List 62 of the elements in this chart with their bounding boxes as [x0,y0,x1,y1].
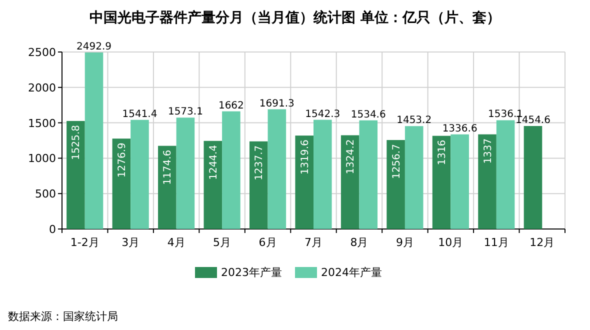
data-label: 2492.9 [76,42,112,53]
bar [450,134,469,229]
bar [204,140,222,229]
data-label: 1324.2 [346,139,357,174]
data-label: 1237.7 [254,145,266,180]
bar [249,141,268,229]
data-label: 1525.8 [71,124,82,160]
bar [340,135,360,229]
x-tick-label: 11月 [484,236,509,249]
data-label: 1542.3 [305,108,340,120]
data-label: 1336.6 [442,123,478,134]
data-label: 1337 [482,138,494,164]
bar [268,109,286,229]
source-note: 数据来源：国家统计局 [8,310,118,323]
bar [222,111,240,229]
y-tick-label: 2000 [28,81,56,94]
bar [158,146,176,229]
data-label: 1534.6 [350,109,386,120]
bar [112,138,131,229]
bar [496,120,515,229]
bar [176,118,195,229]
data-label: 1453.2 [396,115,432,126]
y-tick-label: 0 [49,223,56,236]
x-tick-label: 4月 [167,236,186,249]
data-label: 1454.6 [515,115,550,126]
bar [295,136,314,229]
bar [314,120,332,229]
bar [404,126,424,229]
data-label: 1316 [437,140,448,166]
bar [386,140,405,229]
bar [130,120,149,229]
bar [524,126,542,229]
data-label: 1541.4 [122,108,158,120]
data-label: 1573.1 [168,106,203,118]
data-label: 1256.7 [391,144,402,180]
x-tick-label: 1-2月 [70,236,100,249]
x-tick-label: 10月 [438,236,464,249]
x-tick-label: 3月 [122,236,140,249]
x-tick-label: 6月 [258,236,277,249]
data-label: 1276.9 [116,142,128,178]
x-tick-label: 7月 [304,236,322,249]
legend-label: 2023年产量 [221,266,282,279]
y-tick-label: 1000 [28,152,56,166]
bar [66,120,85,229]
bar [84,52,104,229]
x-tick-label: 12月 [530,236,555,249]
bar [359,120,378,229]
x-tick-label: 9月 [396,236,414,249]
y-tick-label: 2500 [28,46,56,59]
data-label: 1691.3 [259,98,294,110]
x-tick-label: 8月 [350,236,368,249]
chart-title: 中国光电子器件产量分月（当月值）统计图 单位：亿只（片、套） [90,9,500,26]
legend-label: 2024年产量 [321,266,382,279]
bar [478,134,496,229]
data-label: 1244.4 [208,144,220,180]
y-tick-label: 500 [35,188,56,201]
y-tick-label: 1500 [28,116,56,130]
bar [432,136,451,229]
x-tick-label: 5月 [213,236,232,249]
data-label: 1662 [218,100,244,112]
data-label: 1174.6 [162,150,174,185]
data-label: 1319.6 [300,140,311,175]
